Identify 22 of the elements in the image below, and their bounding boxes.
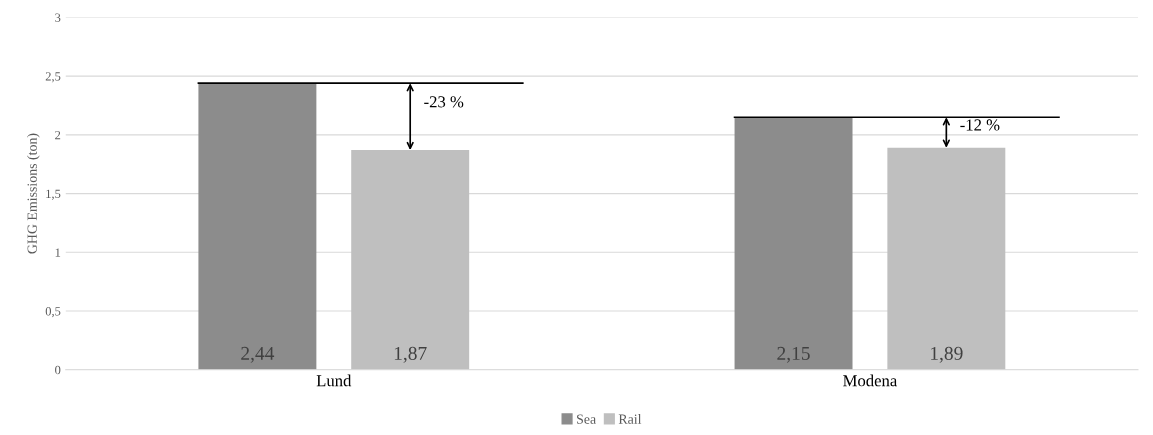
y-tick-label: 1,5 xyxy=(46,189,61,200)
data-label: 1,89 xyxy=(931,346,963,363)
bar xyxy=(887,147,1006,370)
x-tick-label: Modena xyxy=(843,374,898,387)
y-tick-label: 1 xyxy=(55,248,61,257)
y-tick-label: 3 xyxy=(55,13,61,22)
data-label: 2,15 xyxy=(777,346,810,363)
data-label: 1,87 xyxy=(394,346,427,363)
legend-label: Sea xyxy=(577,414,596,424)
y-tick-label: 0,5 xyxy=(45,307,61,318)
x-tick-label: Lund xyxy=(316,374,352,387)
y-axis-title: GHG Emissions (ton) xyxy=(27,133,40,254)
bar xyxy=(351,150,470,370)
y-tick-label: 2,5 xyxy=(45,72,61,83)
y-tick-label: 0 xyxy=(55,365,61,375)
bar xyxy=(198,83,317,370)
annotation: -23 % xyxy=(424,96,464,108)
y-tick-label: 2 xyxy=(55,130,61,140)
data-label: 2,44 xyxy=(241,346,275,363)
legend-label: Rail xyxy=(618,414,642,424)
bar xyxy=(734,117,853,370)
annotation: -12 % xyxy=(960,119,1000,131)
